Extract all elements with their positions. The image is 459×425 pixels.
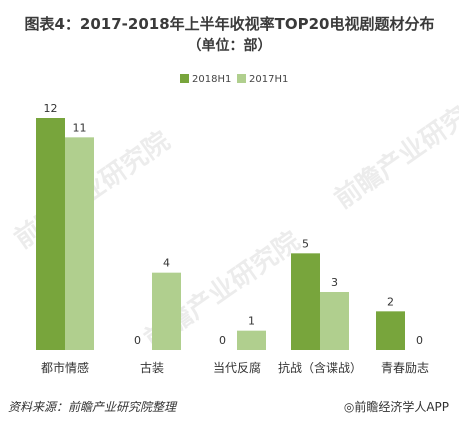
legend-label-2017H1: 2017H1 xyxy=(249,74,288,85)
value-label-2017H1-当代反腐: 1 xyxy=(248,315,255,328)
chart-subtitle: （单位：部） xyxy=(187,38,272,54)
category-label-古装: 古装 xyxy=(140,360,164,375)
category-label-青春励志: 青春励志 xyxy=(381,361,429,375)
value-label-2018H1-抗战（含谍战）: 5 xyxy=(302,237,309,250)
bar-2017H1-当代反腐 xyxy=(237,330,266,350)
brand-credit: ◎前瞻经济学人APP xyxy=(343,400,449,414)
legend-swatch-2018H1 xyxy=(180,74,189,83)
value-label-2018H1-都市情感: 12 xyxy=(44,102,58,115)
bar-2017H1-都市情感 xyxy=(65,137,94,350)
bar-2017H1-古装 xyxy=(152,272,181,350)
value-label-2018H1-当代反腐: 0 xyxy=(219,334,226,347)
bar-2018H1-都市情感 xyxy=(36,118,65,350)
value-label-2018H1-青春励志: 2 xyxy=(387,295,394,308)
legend-swatch-2017H1 xyxy=(237,74,246,83)
category-label-当代反腐: 当代反腐 xyxy=(213,360,261,375)
value-label-2017H1-青春励志: 0 xyxy=(416,334,423,347)
bar-2018H1-青春励志 xyxy=(376,311,405,350)
value-label-2017H1-古装: 4 xyxy=(163,257,170,270)
bar-2017H1-抗战（含谍战） xyxy=(320,292,349,350)
category-label-抗战（含谍战）: 抗战（含谍战） xyxy=(278,360,362,375)
bar-2018H1-抗战（含谍战） xyxy=(291,253,320,350)
legend-label-2018H1: 2018H1 xyxy=(192,74,231,85)
category-label-都市情感: 都市情感 xyxy=(41,360,89,375)
value-label-2018H1-古装: 0 xyxy=(134,334,141,347)
value-label-2017H1-都市情感: 11 xyxy=(73,121,87,134)
value-label-2017H1-抗战（含谍战）: 3 xyxy=(331,276,338,289)
chart-title: 图表4：2017-2018年上半年收视率TOP20电视剧题材分布 xyxy=(24,15,435,33)
source-note: 资料来源：前瞻产业研究院整理 xyxy=(8,400,177,414)
